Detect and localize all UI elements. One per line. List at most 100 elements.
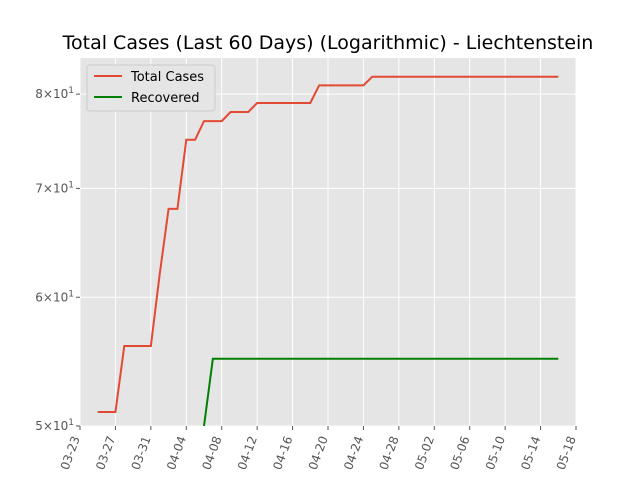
data-point-recovered (407, 358, 409, 360)
series-line-recovered (203, 357, 559, 427)
data-point-total-cases (150, 345, 152, 347)
data-point-recovered (442, 358, 444, 360)
data-point-total-cases (212, 120, 214, 122)
data-point-total-cases (194, 139, 196, 141)
x-tick-label: 04-24 (341, 434, 366, 472)
data-point-total-cases (238, 111, 240, 113)
x-axis: 03-23 03-27 03-31 04-04 04-08 04-12 04-16 04-20… (58, 426, 579, 472)
x-tick-label: 04-12 (235, 434, 260, 472)
x-tick-label: 05-14 (518, 434, 543, 472)
data-point-total-cases (460, 76, 462, 78)
data-point-total-cases (522, 76, 524, 78)
data-point-recovered (274, 358, 276, 360)
y-tick-times: × (43, 290, 53, 304)
legend-label-recovered: Recovered (131, 91, 200, 106)
data-point-recovered (238, 358, 240, 360)
chart-title: Total Cases (Last 60 Days) (Logarithmic)… (62, 32, 594, 54)
data-point-recovered (256, 358, 258, 360)
data-point-total-cases (398, 76, 400, 78)
y-tick-label: 8×101 (35, 86, 74, 101)
data-point-recovered (380, 358, 382, 360)
data-point-recovered (354, 358, 356, 360)
series-line-total-cases (97, 75, 559, 414)
data-point-total-cases (274, 102, 276, 104)
data-point-total-cases (141, 345, 143, 347)
data-point-total-cases (354, 84, 356, 86)
x-tick-label: 05-02 (412, 434, 437, 472)
data-point-recovered (451, 358, 453, 360)
data-point-recovered (540, 358, 542, 360)
data-point-recovered (371, 358, 373, 360)
x-tick-label: 03-27 (93, 434, 118, 472)
data-point-recovered (327, 358, 329, 360)
y-tick-times: × (43, 87, 53, 101)
data-point-recovered (522, 358, 524, 360)
data-point-recovered (389, 358, 391, 360)
data-point-recovered (247, 358, 249, 360)
y-tick-exponent: 1 (68, 418, 74, 428)
grid-lines (79, 58, 577, 427)
y-tick-mantissa: 8 (35, 87, 43, 101)
data-point-total-cases (168, 208, 170, 210)
legend: Total Cases Recovered (86, 64, 216, 112)
x-tick-label: 05-06 (447, 434, 472, 472)
data-point-recovered (265, 358, 267, 360)
data-point-recovered (318, 358, 320, 360)
data-point-recovered (292, 358, 294, 360)
data-point-total-cases (495, 76, 497, 78)
data-point-recovered (424, 358, 426, 360)
data-point-recovered (212, 358, 214, 360)
data-point-total-cases (540, 76, 542, 78)
data-point-recovered (300, 358, 302, 360)
x-tick-label: 04-04 (164, 434, 189, 472)
data-point-recovered (362, 358, 364, 360)
y-tick-label: 7×101 (35, 180, 74, 195)
data-point-total-cases (256, 102, 258, 104)
data-point-recovered (495, 358, 497, 360)
y-tick-mantissa: 5 (35, 419, 43, 433)
y-tick-times: × (43, 181, 53, 195)
x-tick-label: 04-20 (306, 434, 331, 472)
data-point-total-cases (123, 345, 125, 347)
y-tick-exponent: 1 (68, 289, 74, 299)
x-tick-label: 04-16 (270, 434, 295, 472)
data-point-recovered (416, 358, 418, 360)
data-point-total-cases (451, 76, 453, 78)
data-point-total-cases (309, 102, 311, 104)
data-point-recovered (460, 358, 462, 360)
x-tick-label: 05-10 (483, 434, 508, 472)
data-point-total-cases (106, 411, 108, 413)
data-point-total-cases (327, 84, 329, 86)
y-tick-label: 5×101 (35, 418, 74, 433)
data-point-total-cases (345, 84, 347, 86)
data-point-total-cases (300, 102, 302, 104)
y-tick-base: 10 (53, 87, 68, 101)
data-point-recovered (433, 358, 435, 360)
data-point-total-cases (380, 76, 382, 78)
y-tick-exponent: 1 (68, 180, 74, 190)
series-lines (97, 75, 559, 427)
data-point-total-cases (221, 120, 223, 122)
data-point-total-cases (416, 76, 418, 78)
data-point-total-cases (407, 76, 409, 78)
data-point-total-cases (513, 76, 515, 78)
y-tick-base: 10 (53, 290, 68, 304)
data-point-recovered (203, 425, 205, 427)
data-point-total-cases (318, 84, 320, 86)
data-point-recovered (283, 358, 285, 360)
y-tick-exponent: 1 (68, 86, 74, 96)
data-point-total-cases (132, 345, 134, 347)
data-point-total-cases (265, 102, 267, 104)
x-tick-label: 04-08 (199, 434, 224, 472)
data-point-recovered (309, 358, 311, 360)
x-tick-label: 03-23 (58, 434, 83, 472)
data-point-total-cases (531, 76, 533, 78)
data-point-recovered (486, 358, 488, 360)
legend-label-total-cases: Total Cases (130, 70, 204, 85)
data-point-total-cases (247, 111, 249, 113)
y-tick-mantissa: 6 (35, 290, 43, 304)
data-point-recovered (548, 358, 550, 360)
data-point-total-cases (176, 208, 178, 210)
